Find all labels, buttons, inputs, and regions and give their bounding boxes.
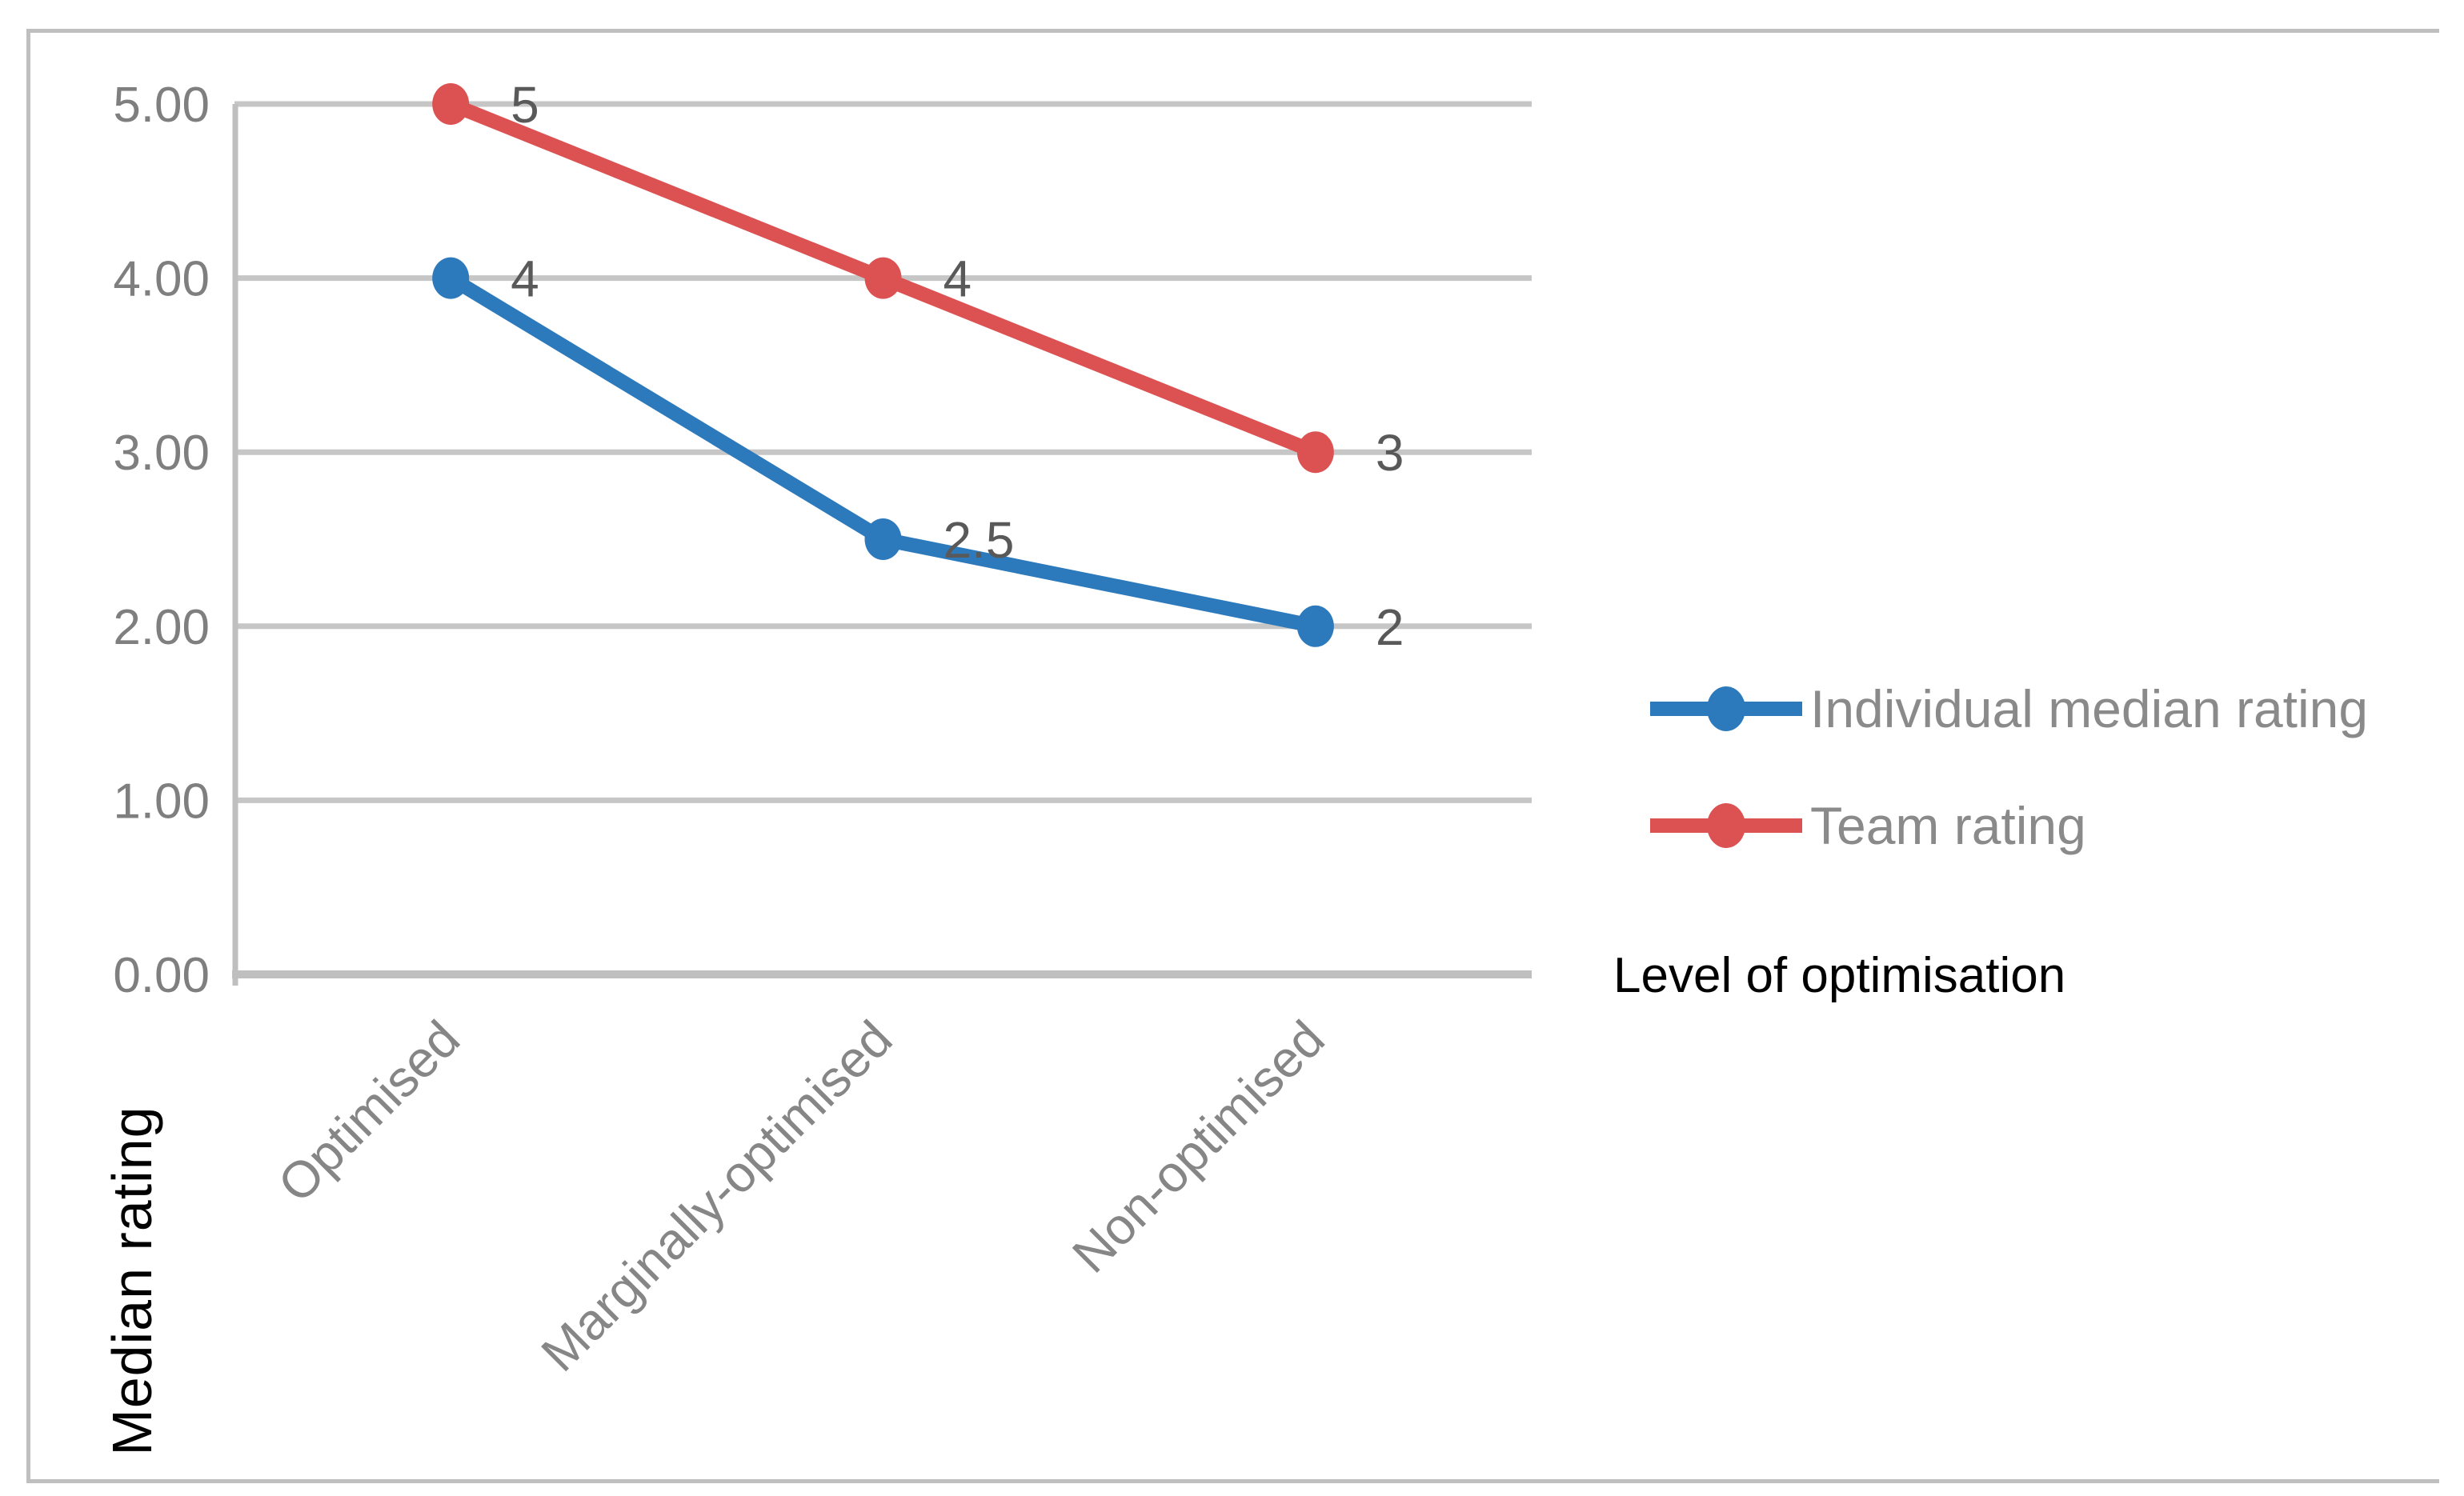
data-point-marker: [432, 257, 470, 299]
data-label: 3: [1376, 424, 1404, 482]
data-point-marker: [432, 83, 470, 125]
y-tick-label: 3.00: [113, 426, 210, 481]
y-axis-title: Median rating: [101, 1106, 163, 1456]
legend-marker-icon: [1707, 686, 1745, 731]
y-tick-label: 1.00: [113, 774, 210, 829]
data-label: 4: [944, 250, 972, 308]
chart-legend: Individual median rating Team rating: [1650, 656, 2368, 878]
legend-line-swatch: [1650, 803, 1802, 848]
y-tick-label: 4.00: [113, 252, 210, 307]
data-label: 5: [511, 76, 539, 134]
x-category-label: Marginally-optimised: [531, 1010, 903, 1382]
y-tick-label: 2.00: [113, 600, 210, 655]
legend-label: Team rating: [1810, 796, 2086, 855]
legend-item-individual-median-rating: Individual median rating: [1650, 656, 2368, 762]
legend-line-swatch: [1650, 686, 1802, 731]
x-category-label: Non-optimised: [1061, 1010, 1336, 1284]
data-point-marker: [1296, 605, 1334, 647]
chart-outer-border: [26, 29, 2439, 1483]
data-point-marker: [864, 257, 902, 299]
data-label: 2: [1376, 598, 1404, 656]
y-tick-label: 0.00: [113, 948, 210, 1003]
x-category-label: Optimised: [266, 1010, 471, 1214]
x-axis-title: Level of optimisation: [1613, 948, 2066, 1003]
data-point-marker: [864, 518, 902, 560]
legend-label: Individual median rating: [1810, 679, 2369, 738]
y-tick-label: 5.00: [113, 78, 210, 133]
data-label: 4: [511, 250, 539, 308]
legend-marker-icon: [1707, 803, 1745, 848]
data-label: 2.5: [944, 511, 1015, 569]
legend-item-team-rating: Team rating: [1650, 773, 2368, 878]
data-point-marker: [1296, 431, 1334, 474]
